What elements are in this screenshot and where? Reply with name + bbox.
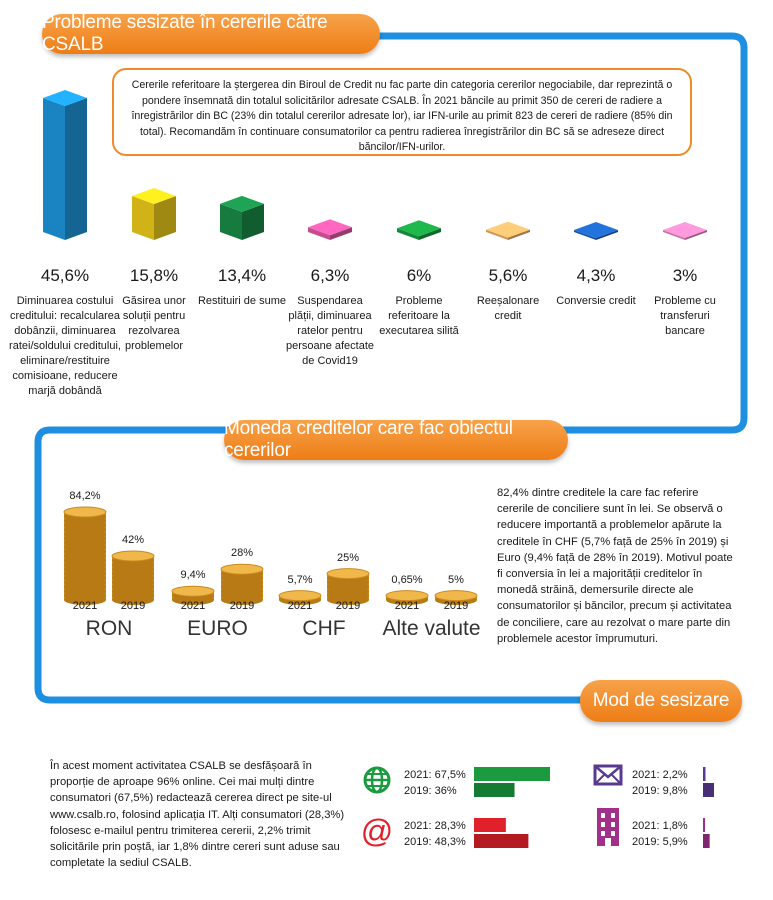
mod-bar — [474, 783, 515, 797]
problem-category-label: Probleme referitoare la executarea silit… — [379, 295, 459, 337]
svg-text:@: @ — [362, 815, 392, 847]
problem-category-label: Reeșalonare credit — [476, 295, 540, 322]
year-label: 2021 — [394, 600, 420, 612]
year-label: 2019 — [229, 600, 255, 612]
problem-bar — [43, 90, 87, 240]
currency-chart — [63, 506, 478, 605]
web-stat-2021: 2021: 67,5% — [404, 769, 466, 781]
year-label: 2019 — [335, 600, 361, 612]
office-stat-2021: 2021: 1,8% — [632, 820, 688, 832]
problem-value-label: 6% — [406, 266, 432, 285]
coin-stack — [434, 590, 478, 605]
coin-stack — [111, 550, 155, 605]
problem-value-label: 45,6% — [40, 266, 90, 285]
problems-chart — [43, 90, 707, 240]
problem-bar — [308, 219, 352, 240]
section2-title: Moneda creditelor care fac obiectul cere… — [224, 418, 568, 461]
coin-stack — [63, 506, 107, 605]
building-icon — [597, 808, 619, 846]
bc-note: Cererile referitoare la ștergerea din Bi… — [112, 68, 692, 156]
problem-category-label: Suspendarea plății, diminuarea ratelor p… — [285, 295, 375, 367]
mod-bar — [474, 818, 506, 832]
problem-value-label: 5,6% — [488, 266, 528, 285]
coin-stack — [385, 590, 429, 605]
section1-title: Probleme sesizate în cererile către CSAL… — [42, 12, 380, 55]
coin-value-label: 5,7% — [287, 573, 313, 586]
currency-label: CHF — [302, 617, 346, 640]
problem-category-label: Restituiri de sume — [197, 295, 287, 307]
coin-value-label: 25% — [336, 551, 360, 564]
email-stat-2021: 2021: 28,3% — [404, 820, 466, 832]
email-stat-2019: 2019: 48,3% — [404, 836, 466, 848]
problem-category-label: Conversie credit — [556, 295, 636, 307]
coin-stack — [171, 585, 215, 605]
section3-title: Mod de sesizare — [580, 680, 742, 722]
mod-bar — [703, 783, 715, 797]
problem-bar — [132, 188, 176, 240]
post-stat-2019: 2019: 9,8% — [632, 785, 688, 797]
mod-bar — [474, 767, 550, 781]
post-stat-2021: 2021: 2,2% — [632, 769, 688, 781]
mod-bar — [703, 818, 706, 832]
problem-value-label: 6,3% — [310, 266, 350, 285]
coin-stack — [326, 568, 370, 605]
problem-value-label: 13,4% — [217, 266, 267, 285]
problem-category-label: Găsirea unor soluții pentru rezolvarea p… — [122, 295, 186, 352]
mod-bar — [474, 834, 529, 848]
coin-stack — [278, 590, 322, 605]
problem-value-label: 15,8% — [129, 266, 179, 285]
problem-bar — [486, 221, 530, 240]
year-label: 2019 — [443, 600, 469, 612]
problem-bar — [397, 220, 441, 240]
year-label: 2019 — [120, 600, 146, 612]
mod-bar — [703, 767, 706, 781]
year-label: 2021 — [72, 600, 98, 612]
office-stat-2019: 2019: 5,9% — [632, 836, 688, 848]
problem-value-label: 4,3% — [576, 266, 616, 285]
problem-bar — [574, 222, 618, 240]
mod-text: În acest moment activitatea CSALB se des… — [50, 760, 345, 870]
coin-value-label: 84,2% — [69, 490, 101, 502]
problem-bar — [663, 222, 707, 240]
mod-bar — [703, 834, 710, 848]
globe-icon — [363, 766, 391, 794]
at-sign-icon: @ — [362, 815, 392, 847]
coin-value-label: 42% — [121, 534, 145, 546]
currency-label: EURO — [187, 617, 248, 640]
problem-category-label: Diminuarea costului creditului: recalcul… — [9, 295, 121, 397]
envelope-icon — [593, 764, 623, 786]
coin-stack — [220, 563, 264, 605]
currency-text: 82,4% dintre creditele la care fac refer… — [497, 487, 733, 645]
coin-value-label: 5% — [448, 573, 464, 586]
problem-bar — [220, 195, 264, 240]
problem-value-label: 3% — [672, 266, 698, 285]
year-label: 2021 — [287, 600, 313, 612]
problem-category-label: Probleme cu transferuri bancare — [654, 295, 716, 337]
coin-value-label: 9,4% — [180, 569, 206, 582]
coin-value-label: 0,65% — [391, 573, 423, 586]
currency-label: RON — [85, 617, 133, 640]
coin-value-label: 28% — [230, 547, 254, 560]
currency-label: Alte valute — [382, 617, 481, 640]
year-label: 2021 — [180, 600, 206, 612]
web-stat-2019: 2019: 36% — [404, 785, 457, 797]
